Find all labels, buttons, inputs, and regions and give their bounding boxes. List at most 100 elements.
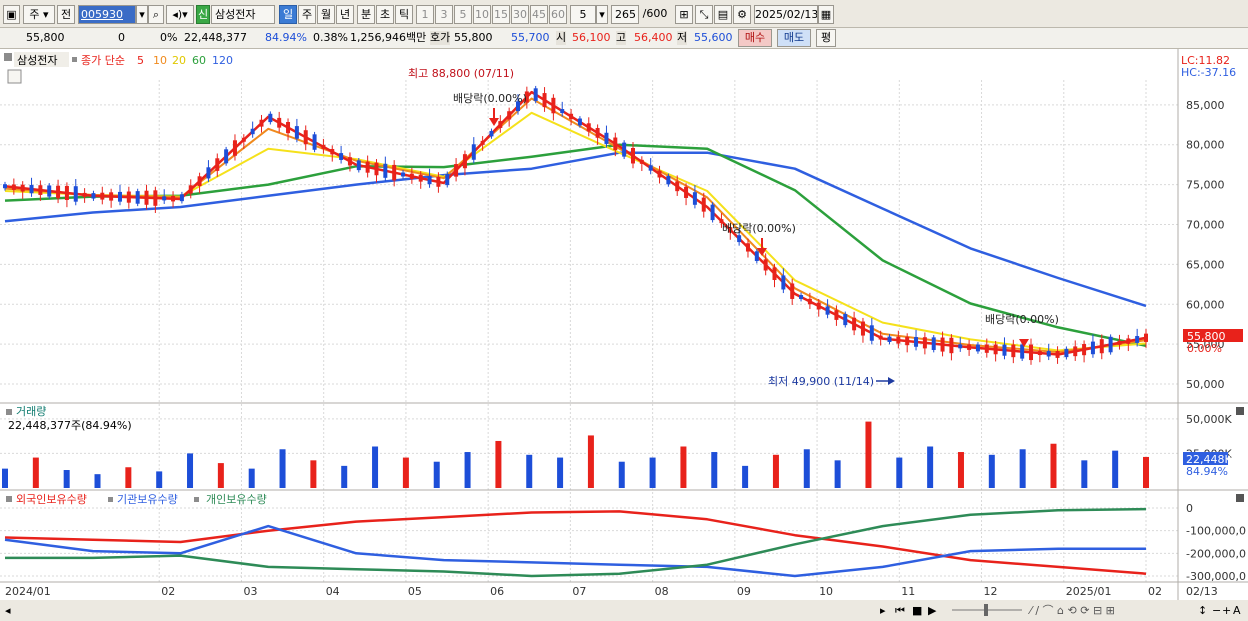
code-dropdown-icon[interactable]: ▾ bbox=[136, 5, 148, 24]
zoom-slider-thumb[interactable] bbox=[984, 604, 988, 616]
candle-body bbox=[188, 185, 193, 194]
new-badge[interactable]: 신 bbox=[196, 5, 210, 24]
candle-body bbox=[250, 128, 255, 135]
volume-handle-icon[interactable] bbox=[6, 409, 12, 415]
prev-button[interactable]: 전 bbox=[57, 5, 75, 24]
candle-body bbox=[153, 190, 158, 206]
low-label: 저 bbox=[677, 31, 688, 45]
volume-bar bbox=[1019, 449, 1026, 488]
table-icon[interactable] bbox=[7, 69, 22, 84]
calendar-icon[interactable]: ▦ bbox=[818, 5, 834, 24]
tab-month[interactable]: 월 bbox=[317, 5, 335, 24]
menu-icon[interactable]: ▣ bbox=[3, 5, 20, 24]
eval-button[interactable]: 평 bbox=[816, 29, 836, 47]
resize-icon[interactable]: ⤡ bbox=[695, 5, 713, 24]
holdings-panel[interactable]: 0 -100,000,0 -200,000,0 -300,000,0 bbox=[4, 502, 1246, 583]
candle-body bbox=[958, 344, 963, 349]
candle-body bbox=[409, 173, 414, 180]
scroll-left-icon[interactable]: ◂ bbox=[5, 604, 11, 617]
candle-body bbox=[834, 310, 839, 320]
high-label: 고 bbox=[616, 31, 627, 45]
volume-bar bbox=[63, 470, 70, 488]
zoom-out-icon[interactable]: − bbox=[1212, 604, 1221, 617]
x-tick-label: 06 bbox=[490, 585, 504, 598]
candle-body bbox=[630, 148, 635, 164]
type-select[interactable]: 주 ▾ bbox=[23, 5, 55, 24]
tab-second[interactable]: 초 bbox=[376, 5, 394, 24]
scroll-bar[interactable] bbox=[0, 600, 1248, 621]
font-size-icon[interactable]: A bbox=[1233, 604, 1241, 617]
minute-5[interactable]: 5 bbox=[454, 5, 472, 24]
date-input[interactable]: 2025/02/13 bbox=[754, 5, 818, 24]
candle-body bbox=[232, 140, 237, 156]
ma-line-120 bbox=[4, 151, 1147, 308]
volume-bar bbox=[402, 457, 409, 488]
volume-bar bbox=[896, 457, 903, 488]
zoom-in-icon[interactable]: + bbox=[1222, 604, 1231, 617]
x-tick-label: 2025/01 bbox=[1066, 585, 1112, 598]
minute-30[interactable]: 30 bbox=[511, 5, 529, 24]
volume-close-icon[interactable] bbox=[1236, 407, 1244, 415]
low-price: 55,600 bbox=[694, 31, 733, 44]
x-tick-label: 02 bbox=[1148, 585, 1162, 598]
holdings-close-icon[interactable] bbox=[1236, 494, 1244, 502]
dividend-label-2: 배당락(0.00%) bbox=[722, 222, 796, 235]
sound-icon[interactable]: ◂)▾ bbox=[166, 5, 194, 24]
panel-handle-icon[interactable] bbox=[4, 53, 12, 61]
minute-60[interactable]: 60 bbox=[549, 5, 567, 24]
minute-3[interactable]: 3 bbox=[435, 5, 453, 24]
volume-bar bbox=[927, 446, 934, 488]
minute-10[interactable]: 10 bbox=[473, 5, 491, 24]
minute-15[interactable]: 15 bbox=[492, 5, 510, 24]
volume-panel[interactable]: 50,000K25,000K bbox=[2, 413, 1232, 488]
volume-bar bbox=[2, 468, 8, 488]
chart-area[interactable]: 85,00080,00075,00070,00065,00060,00055,0… bbox=[0, 49, 1248, 621]
candle-body bbox=[241, 137, 246, 142]
volume-tag-box bbox=[1183, 452, 1228, 465]
count-dropdown-icon[interactable]: ▾ bbox=[596, 5, 608, 24]
ma-line-60 bbox=[4, 143, 1147, 348]
tab-year[interactable]: 년 bbox=[336, 5, 354, 24]
minute-45[interactable]: 45 bbox=[530, 5, 548, 24]
gear-icon[interactable]: ⚙ bbox=[733, 5, 751, 24]
price-panel[interactable]: 85,00080,00075,00070,00065,00060,00055,0… bbox=[3, 85, 1225, 391]
save-icon[interactable]: ▤ bbox=[714, 5, 732, 24]
count-input[interactable]: 5 bbox=[570, 5, 596, 24]
candle-body bbox=[436, 177, 441, 187]
scroll-right-icon[interactable]: ▸ bbox=[880, 604, 886, 617]
stock-name-field[interactable]: 삼성전자 bbox=[211, 5, 275, 24]
minute-1[interactable]: 1 bbox=[416, 5, 434, 24]
volume-bar bbox=[372, 446, 379, 488]
candle-body bbox=[215, 158, 220, 171]
tab-day[interactable]: 일 bbox=[279, 5, 297, 24]
tab-minute[interactable]: 분 bbox=[357, 5, 375, 24]
holdings-handle-icon[interactable] bbox=[6, 496, 12, 502]
price-tick-label: 60,000 bbox=[1186, 298, 1225, 311]
candle-body bbox=[64, 185, 69, 200]
rewind-icon[interactable]: ⏮ bbox=[895, 604, 905, 617]
play-icon[interactable]: ▶ bbox=[928, 604, 937, 617]
view-count-input[interactable]: 265 bbox=[611, 5, 639, 24]
candle-body bbox=[144, 190, 149, 205]
candle-body bbox=[684, 186, 689, 198]
price-tick-label: 80,000 bbox=[1186, 139, 1225, 152]
sell-button[interactable]: 매도 bbox=[777, 29, 811, 47]
ask-price: 55,800 bbox=[454, 31, 493, 44]
candle-body bbox=[1135, 336, 1140, 343]
candle-body bbox=[286, 122, 291, 134]
buy-button[interactable]: 매수 bbox=[738, 29, 772, 47]
stop-icon[interactable]: ■ bbox=[912, 604, 922, 617]
tab-tick[interactable]: 틱 bbox=[395, 5, 413, 24]
tab-week[interactable]: 주 bbox=[298, 5, 316, 24]
dividend-marker-3 bbox=[1019, 339, 1029, 347]
search-icon[interactable]: ⌕ bbox=[148, 5, 164, 24]
chart-tool-icon[interactable]: ⊞ bbox=[675, 5, 693, 24]
holdings-line-2 bbox=[5, 507, 1147, 578]
tool-icons[interactable]: ⁄ ∕ ⌒ ⌂ ⟲ ⟳ ⊟ ⊞ bbox=[1027, 604, 1115, 617]
candle-body bbox=[507, 111, 512, 120]
move-icon[interactable]: ↕ bbox=[1198, 604, 1207, 617]
x-tick-label: 12 bbox=[984, 585, 998, 598]
volume-bar bbox=[187, 453, 194, 488]
code-input[interactable]: 005930 bbox=[78, 5, 136, 24]
candle-body bbox=[675, 181, 680, 192]
